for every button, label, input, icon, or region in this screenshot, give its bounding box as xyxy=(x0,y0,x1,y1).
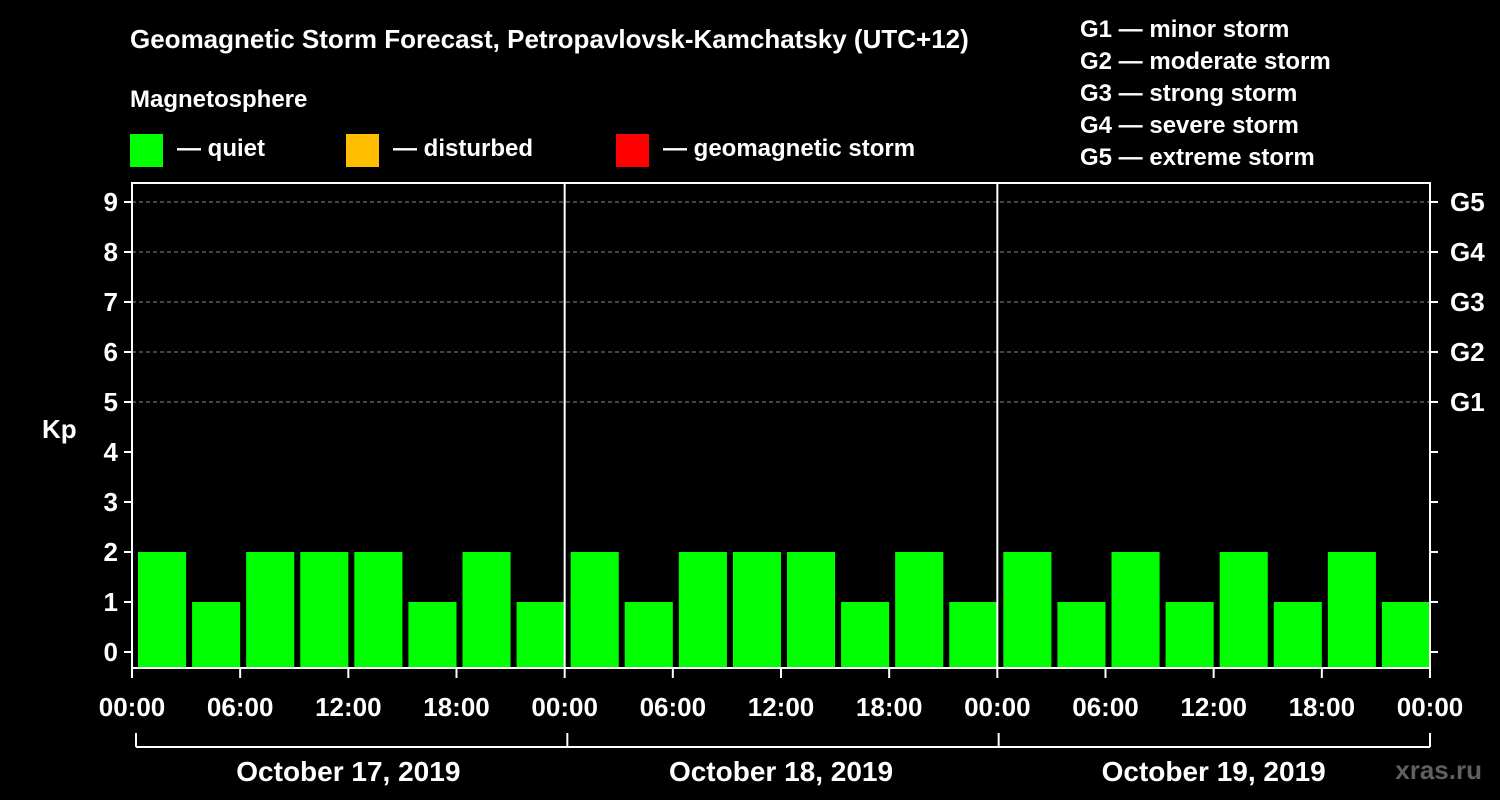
day-label-0: October 17, 2019 xyxy=(236,756,460,787)
bar-6 xyxy=(462,552,511,668)
ytick-label-0: 0 xyxy=(104,637,118,667)
legend-label-quiet: — quiet xyxy=(177,135,265,162)
storm-level-g5: G5 — extreme storm xyxy=(1080,144,1315,171)
legend-label-storm: — geomagnetic storm xyxy=(663,135,916,162)
xtick-label-11: 18:00 xyxy=(1289,692,1356,722)
ytick-label-2: 2 xyxy=(104,537,118,567)
bar-20 xyxy=(1219,552,1268,668)
xtick-label-9: 06:00 xyxy=(1072,692,1139,722)
day-label-1: October 18, 2019 xyxy=(669,756,893,787)
storm-level-g2: G2 — moderate storm xyxy=(1080,48,1331,75)
g-label-G2: G2 xyxy=(1450,337,1485,367)
ytick-label-1: 1 xyxy=(104,587,118,617)
storm-level-g4: G4 — severe storm xyxy=(1080,112,1299,139)
bar-13 xyxy=(841,602,890,668)
bar-19 xyxy=(1165,602,1214,668)
g-label-G1: G1 xyxy=(1450,387,1485,417)
xtick-label-5: 06:00 xyxy=(640,692,707,722)
legend-swatch-disturbed xyxy=(346,134,379,167)
page-title: Geomagnetic Storm Forecast, Petropavlovs… xyxy=(130,24,969,54)
legend-swatch-quiet xyxy=(130,134,163,167)
ytick-label-7: 7 xyxy=(104,287,118,317)
bar-18 xyxy=(1111,552,1160,668)
bar-11 xyxy=(732,552,781,668)
g-label-G5: G5 xyxy=(1450,187,1485,217)
g-label-G3: G3 xyxy=(1450,287,1485,317)
bar-17 xyxy=(1057,602,1106,668)
day-label-2: October 19, 2019 xyxy=(1102,756,1326,787)
legend-swatch-storm xyxy=(616,134,649,167)
xtick-label-10: 12:00 xyxy=(1180,692,1247,722)
legend-label-disturbed: — disturbed xyxy=(393,135,534,162)
bar-8 xyxy=(570,552,619,668)
xtick-label-2: 12:00 xyxy=(315,692,382,722)
bar-7 xyxy=(516,602,565,668)
storm-level-g1: G1 — minor storm xyxy=(1080,16,1290,43)
legend-title: Magnetosphere xyxy=(130,86,308,113)
ytick-label-8: 8 xyxy=(104,237,118,267)
storm-level-g3: G3 — strong storm xyxy=(1080,80,1298,107)
xtick-label-6: 12:00 xyxy=(748,692,815,722)
bar-5 xyxy=(408,602,457,668)
bar-2 xyxy=(246,552,295,668)
bar-16 xyxy=(1003,552,1052,668)
watermark: xras.ru xyxy=(1395,755,1482,785)
bar-1 xyxy=(192,602,241,668)
ytick-label-4: 4 xyxy=(104,437,119,467)
bar-15 xyxy=(949,602,998,668)
bar-23 xyxy=(1381,602,1430,668)
xtick-label-12: 00:00 xyxy=(1397,692,1464,722)
g-label-G4: G4 xyxy=(1450,237,1485,267)
xtick-label-4: 00:00 xyxy=(531,692,598,722)
ytick-label-9: 9 xyxy=(104,187,118,217)
bar-22 xyxy=(1327,552,1376,668)
xtick-label-0: 00:00 xyxy=(99,692,166,722)
ytick-label-5: 5 xyxy=(104,387,118,417)
bar-0 xyxy=(138,552,187,668)
xtick-label-7: 18:00 xyxy=(856,692,923,722)
bar-4 xyxy=(354,552,403,668)
xtick-label-3: 18:00 xyxy=(423,692,490,722)
bar-21 xyxy=(1273,602,1322,668)
bar-14 xyxy=(895,552,944,668)
bar-9 xyxy=(624,602,673,668)
bar-10 xyxy=(678,552,727,668)
bar-3 xyxy=(300,552,349,668)
xtick-label-8: 00:00 xyxy=(964,692,1031,722)
xtick-label-1: 06:00 xyxy=(207,692,274,722)
ytick-label-3: 3 xyxy=(104,487,118,517)
ytick-label-6: 6 xyxy=(104,337,118,367)
bar-12 xyxy=(787,552,836,668)
y-axis-label: Kp xyxy=(42,414,77,444)
